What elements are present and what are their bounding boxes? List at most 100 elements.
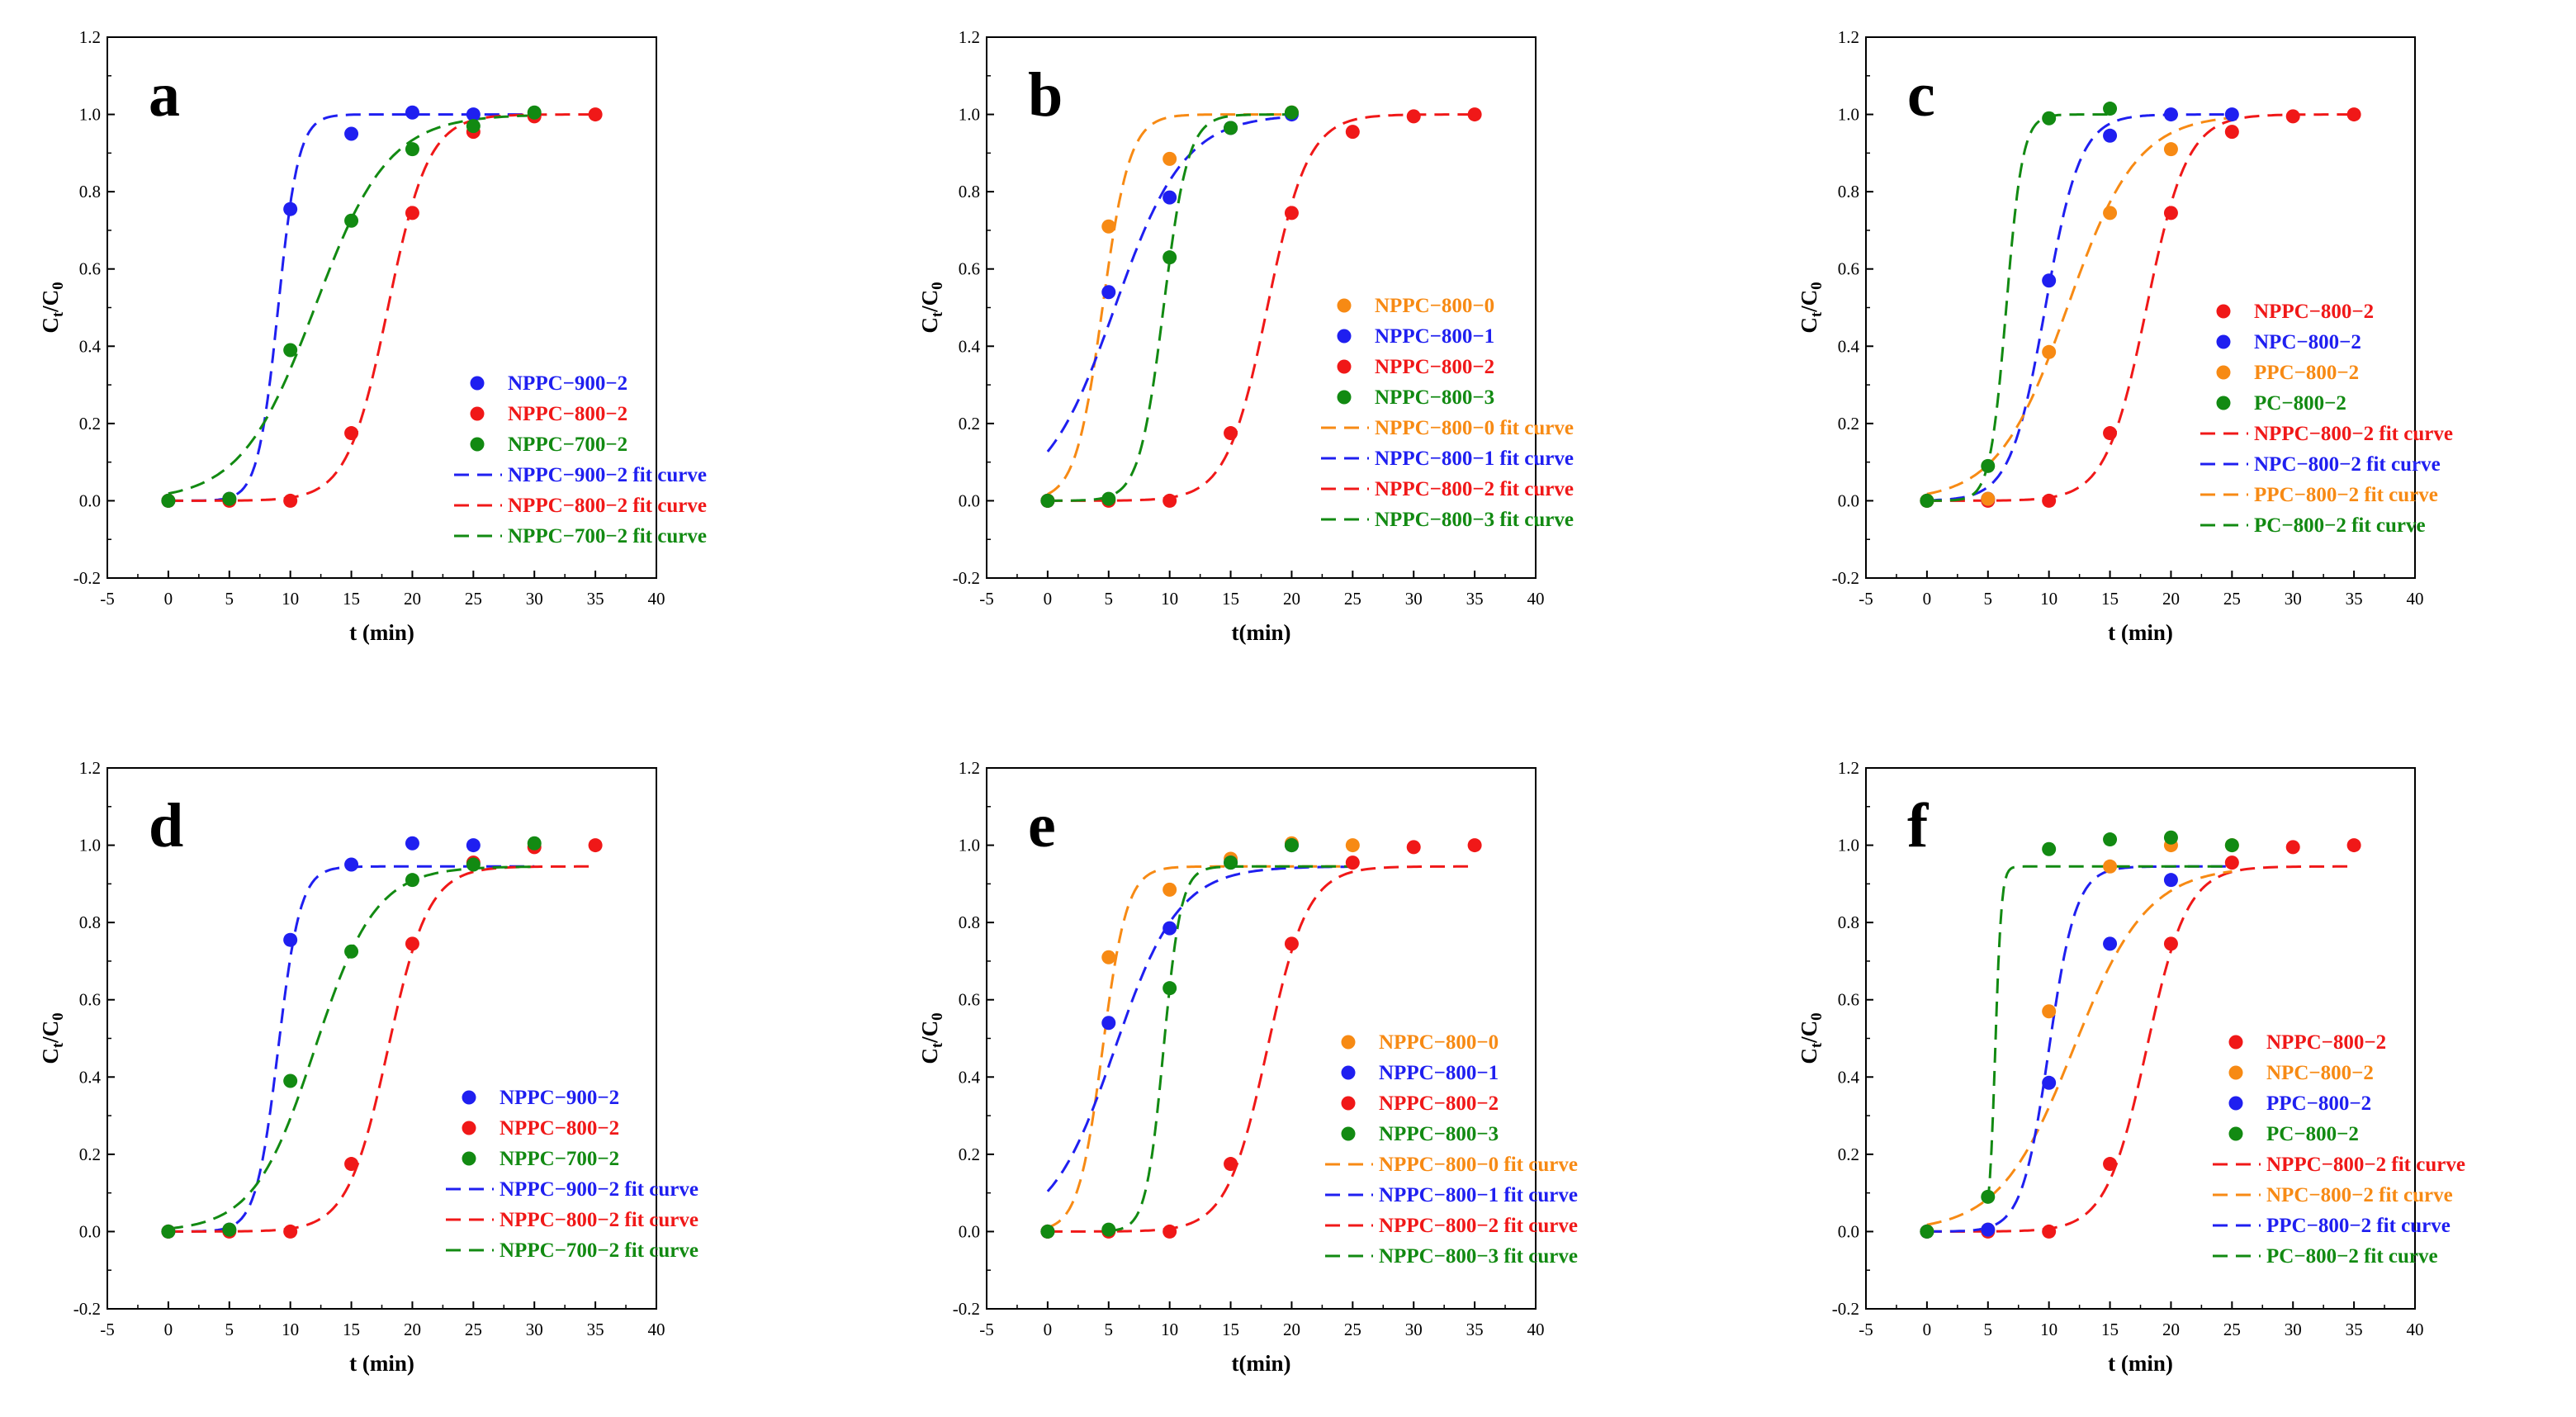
x-tick-label: 10 [282, 589, 299, 609]
y-tick-label: 0.8 [1838, 182, 1859, 201]
legend-marker [2216, 304, 2231, 319]
data-point [1101, 1016, 1116, 1031]
x-tick-label: 0 [1044, 1320, 1053, 1339]
x-tick-label: 40 [2407, 1320, 2424, 1339]
y-tick-label: 0.0 [1838, 490, 1859, 510]
x-tick-label: 30 [2285, 1320, 2302, 1339]
data-point [2163, 206, 2178, 220]
data-point [2042, 273, 2057, 288]
fit-curve [1986, 865, 2233, 1201]
x-axis-label: t (min) [349, 1351, 414, 1376]
legend-marker [2228, 1126, 2243, 1141]
y-tick-label: 0.2 [959, 1144, 980, 1164]
y-tick-label: 0.8 [79, 182, 101, 201]
y-tick-label: 0.0 [79, 1221, 101, 1241]
legend-entry: NPPC−800−2 [2254, 301, 2374, 323]
x-tick-label: 20 [1283, 589, 1300, 609]
y-tick-label: 0.4 [79, 336, 102, 356]
legend-marker [1341, 1126, 1356, 1141]
data-point [161, 493, 176, 508]
data-point [2103, 832, 2118, 847]
fit-curve [1926, 113, 2110, 502]
x-axis-label: t(min) [1232, 620, 1291, 645]
legend-entry: NPPC−800−3 [1375, 386, 1494, 409]
legend-entry: NPPC−700−2 fit curve [508, 525, 707, 547]
y-axis-label: Ct/C0 [38, 1012, 67, 1064]
x-tick-label: 15 [2101, 1320, 2119, 1339]
x-tick-label: 15 [1222, 589, 1239, 609]
x-tick-label: 35 [2346, 1320, 2363, 1339]
data-point [405, 873, 419, 888]
data-point [1101, 1222, 1116, 1237]
x-tick-label: 30 [2285, 589, 2302, 609]
x-tick-label: 40 [2407, 589, 2424, 609]
y-tick-label: 0.0 [1838, 1221, 1859, 1241]
legend-entry: NPPC−700−2 fit curve [500, 1239, 698, 1262]
data-point [527, 836, 542, 851]
data-point [2163, 936, 2178, 951]
data-point [344, 857, 359, 872]
x-tick-label: 0 [1044, 589, 1053, 609]
data-point [1224, 426, 1238, 441]
legend-entry: PPC−800−2 [2266, 1092, 2371, 1115]
data-point [1101, 491, 1116, 506]
y-axis-label: Ct/C0 [917, 282, 946, 333]
data-point [1163, 882, 1177, 897]
x-tick-label: -5 [1859, 589, 1873, 609]
y-tick-label: 0.8 [1838, 912, 1859, 932]
x-tick-label: 5 [225, 1320, 234, 1339]
y-tick-label: 1.0 [959, 836, 980, 855]
chart-panel-d: -5 0 5 10 15 20 25 30 35 40 -0.2 0.0 0.2 0.4 0.6 0.8 1.0… [38, 758, 698, 1376]
x-tick-label: 5 [1984, 1320, 1993, 1339]
legend-entry: PC−800−2 [2254, 392, 2346, 415]
data-point [2224, 107, 2239, 122]
y-tick-label: 1.2 [79, 27, 101, 47]
chart-panel-f: -5 0 5 10 15 20 25 30 35 40 -0.2 0.0 0.2 0.4 0.6 0.8 1.0… [1797, 758, 2465, 1376]
data-point [2224, 838, 2239, 853]
y-tick-label: 1.2 [1838, 758, 1859, 778]
legend-entry: NPPC−700−2 [500, 1148, 619, 1170]
data-point [2346, 107, 2361, 122]
legend-marker [1337, 298, 1352, 313]
fit-curve [1047, 865, 1353, 1230]
legend-entry: NPPC−800−0 [1375, 295, 1494, 317]
legend-marker [2216, 365, 2231, 380]
fit-curve [1926, 113, 2355, 502]
data-point [283, 1073, 298, 1088]
x-tick-label: 0 [164, 1320, 173, 1339]
x-tick-label: 15 [2101, 589, 2119, 609]
y-tick-label: 1.2 [959, 758, 980, 778]
data-point [1163, 1224, 1177, 1239]
data-point [527, 105, 542, 120]
legend-entry: NPPC−800−2 [508, 403, 627, 425]
y-axis-label: Ct/C0 [1797, 282, 1825, 333]
data-point [2103, 426, 2118, 441]
data-point [1224, 855, 1238, 870]
y-tick-label: 0.0 [79, 490, 101, 510]
fit-curve [168, 865, 535, 1230]
data-point [1101, 219, 1116, 234]
data-point [1284, 936, 1299, 951]
data-point [1284, 206, 1299, 220]
y-tick-label: 1.2 [79, 758, 101, 778]
data-point [1920, 493, 1934, 508]
legend-entry: NPPC−900−2 fit curve [500, 1178, 698, 1201]
legend-entry: NPPC−900−2 [500, 1087, 619, 1109]
data-point [1467, 107, 1482, 122]
legend-entry: PC−800−2 fit curve [2254, 514, 2426, 537]
x-tick-label: 20 [404, 1320, 421, 1339]
fit-curve [1047, 113, 1292, 502]
x-tick-label: -5 [100, 1320, 115, 1339]
fit-curve [1926, 116, 2233, 495]
panel-letter: c [1907, 60, 1935, 130]
y-tick-label: 0.6 [79, 990, 101, 1010]
data-point [405, 206, 419, 220]
panel-letter: b [1028, 60, 1063, 130]
legend-marker [470, 406, 485, 421]
data-point [2163, 830, 2178, 845]
legend-entry: NPPC−800−2 [2266, 1031, 2386, 1054]
data-point [2103, 128, 2118, 143]
data-point [2285, 109, 2300, 124]
legend-entry: NPPC−800−2 fit curve [500, 1209, 698, 1231]
legend-entry: NPPC−900−2 fit curve [508, 464, 707, 486]
